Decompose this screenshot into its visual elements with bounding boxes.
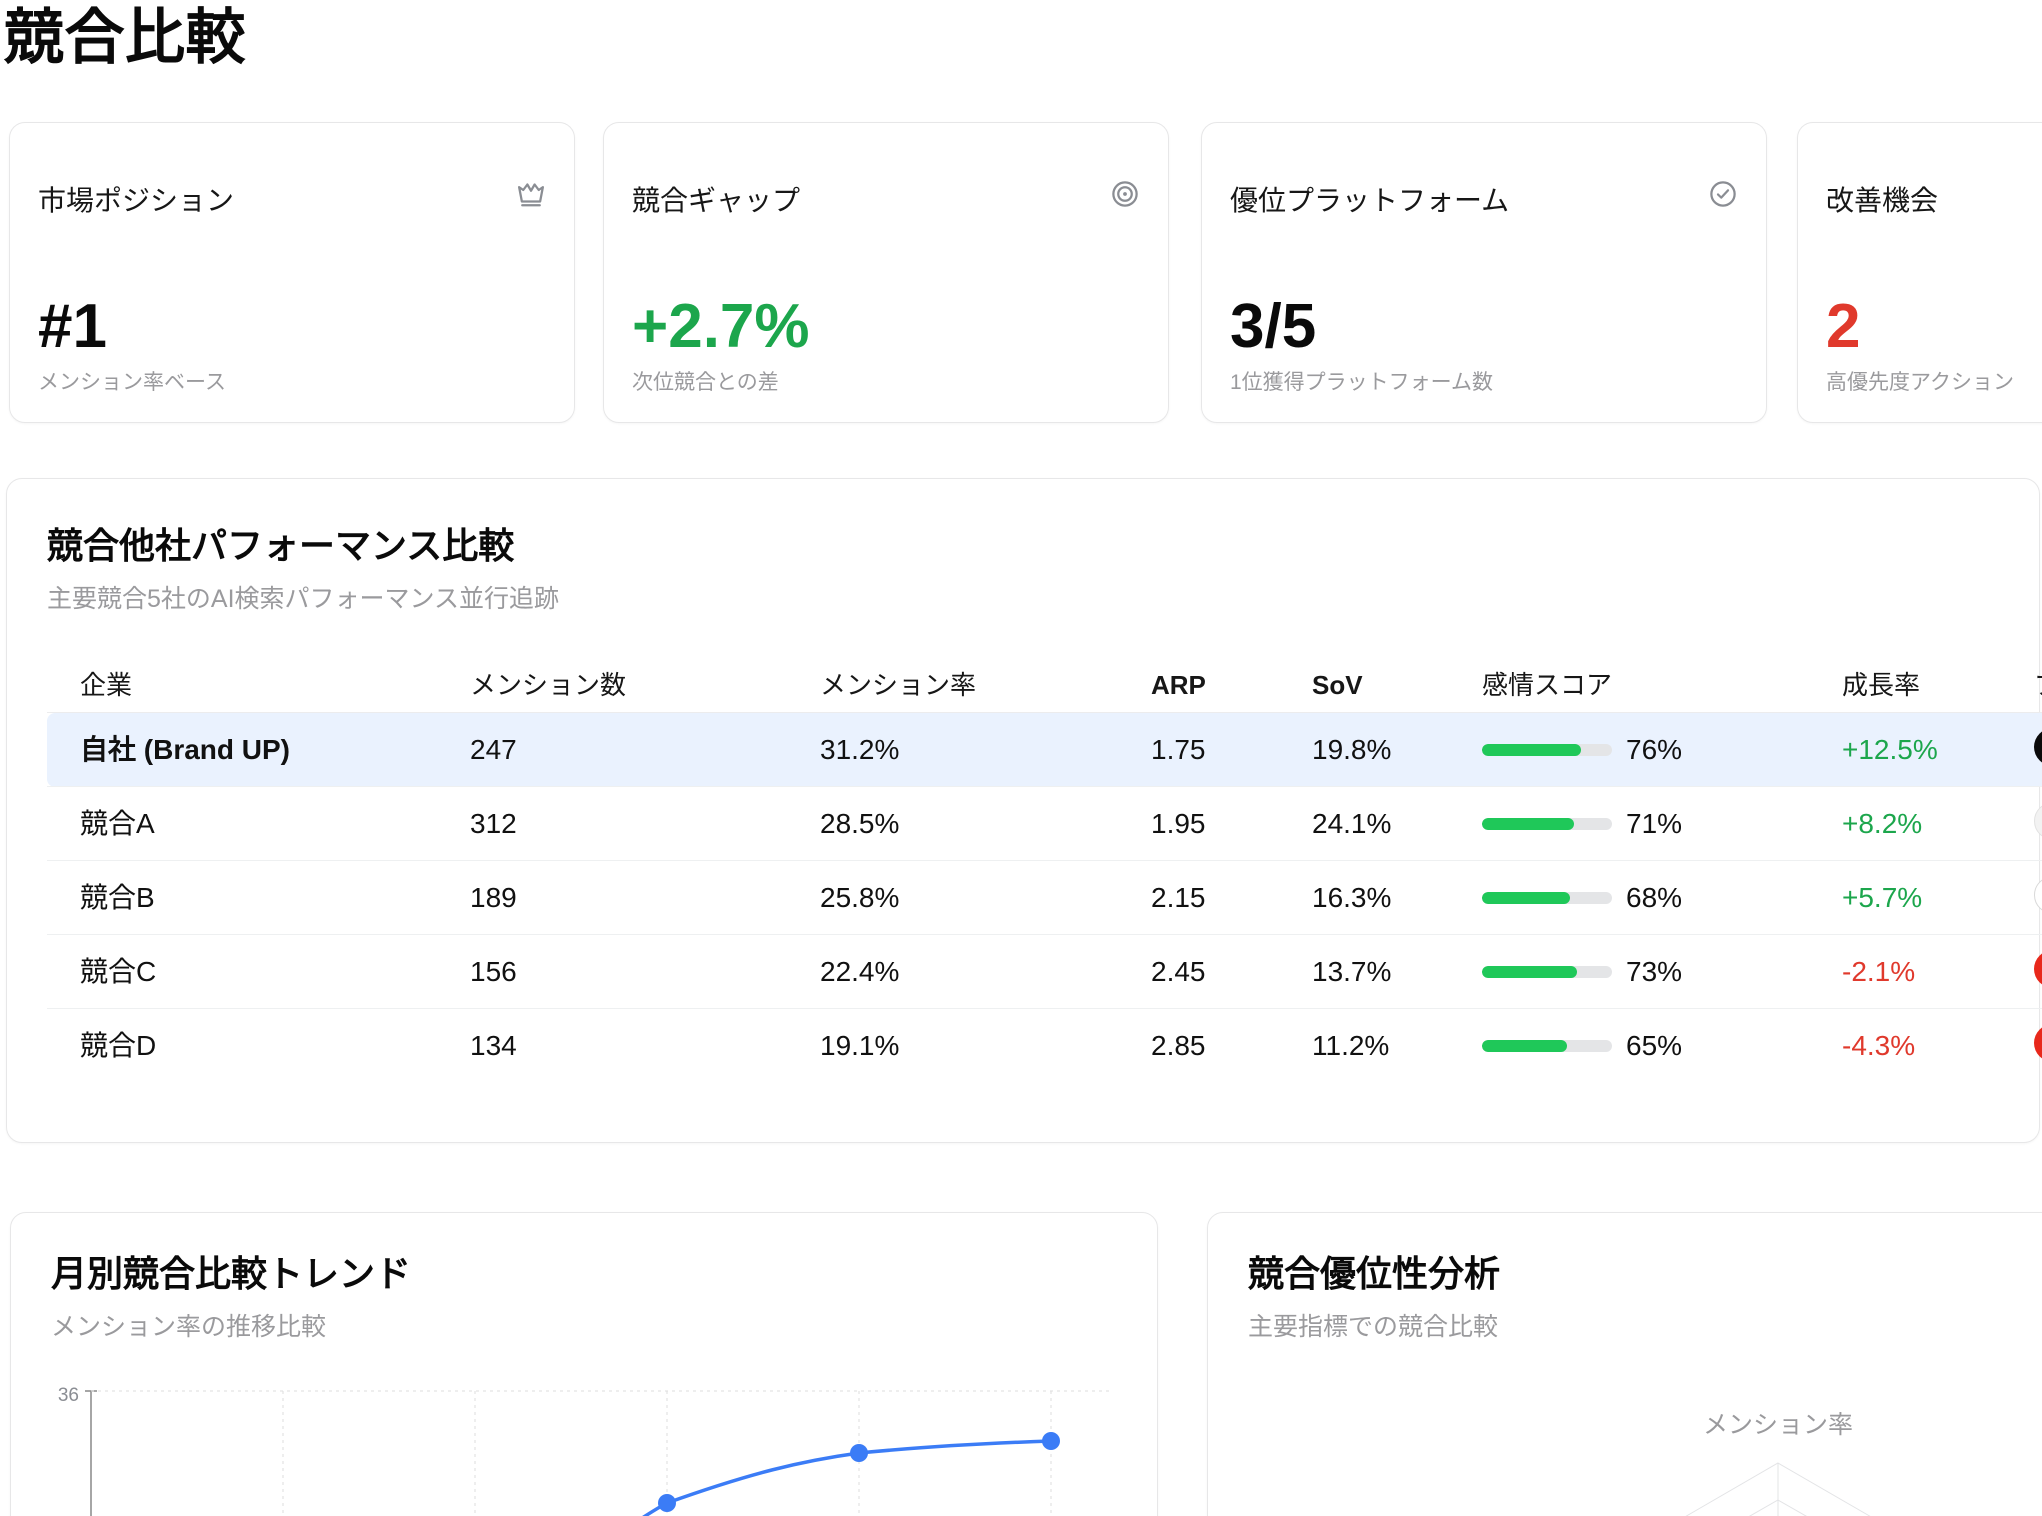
svg-text:メンション率: メンション率 xyxy=(1703,1411,1853,1439)
svg-text:36: 36 xyxy=(58,1385,79,1406)
